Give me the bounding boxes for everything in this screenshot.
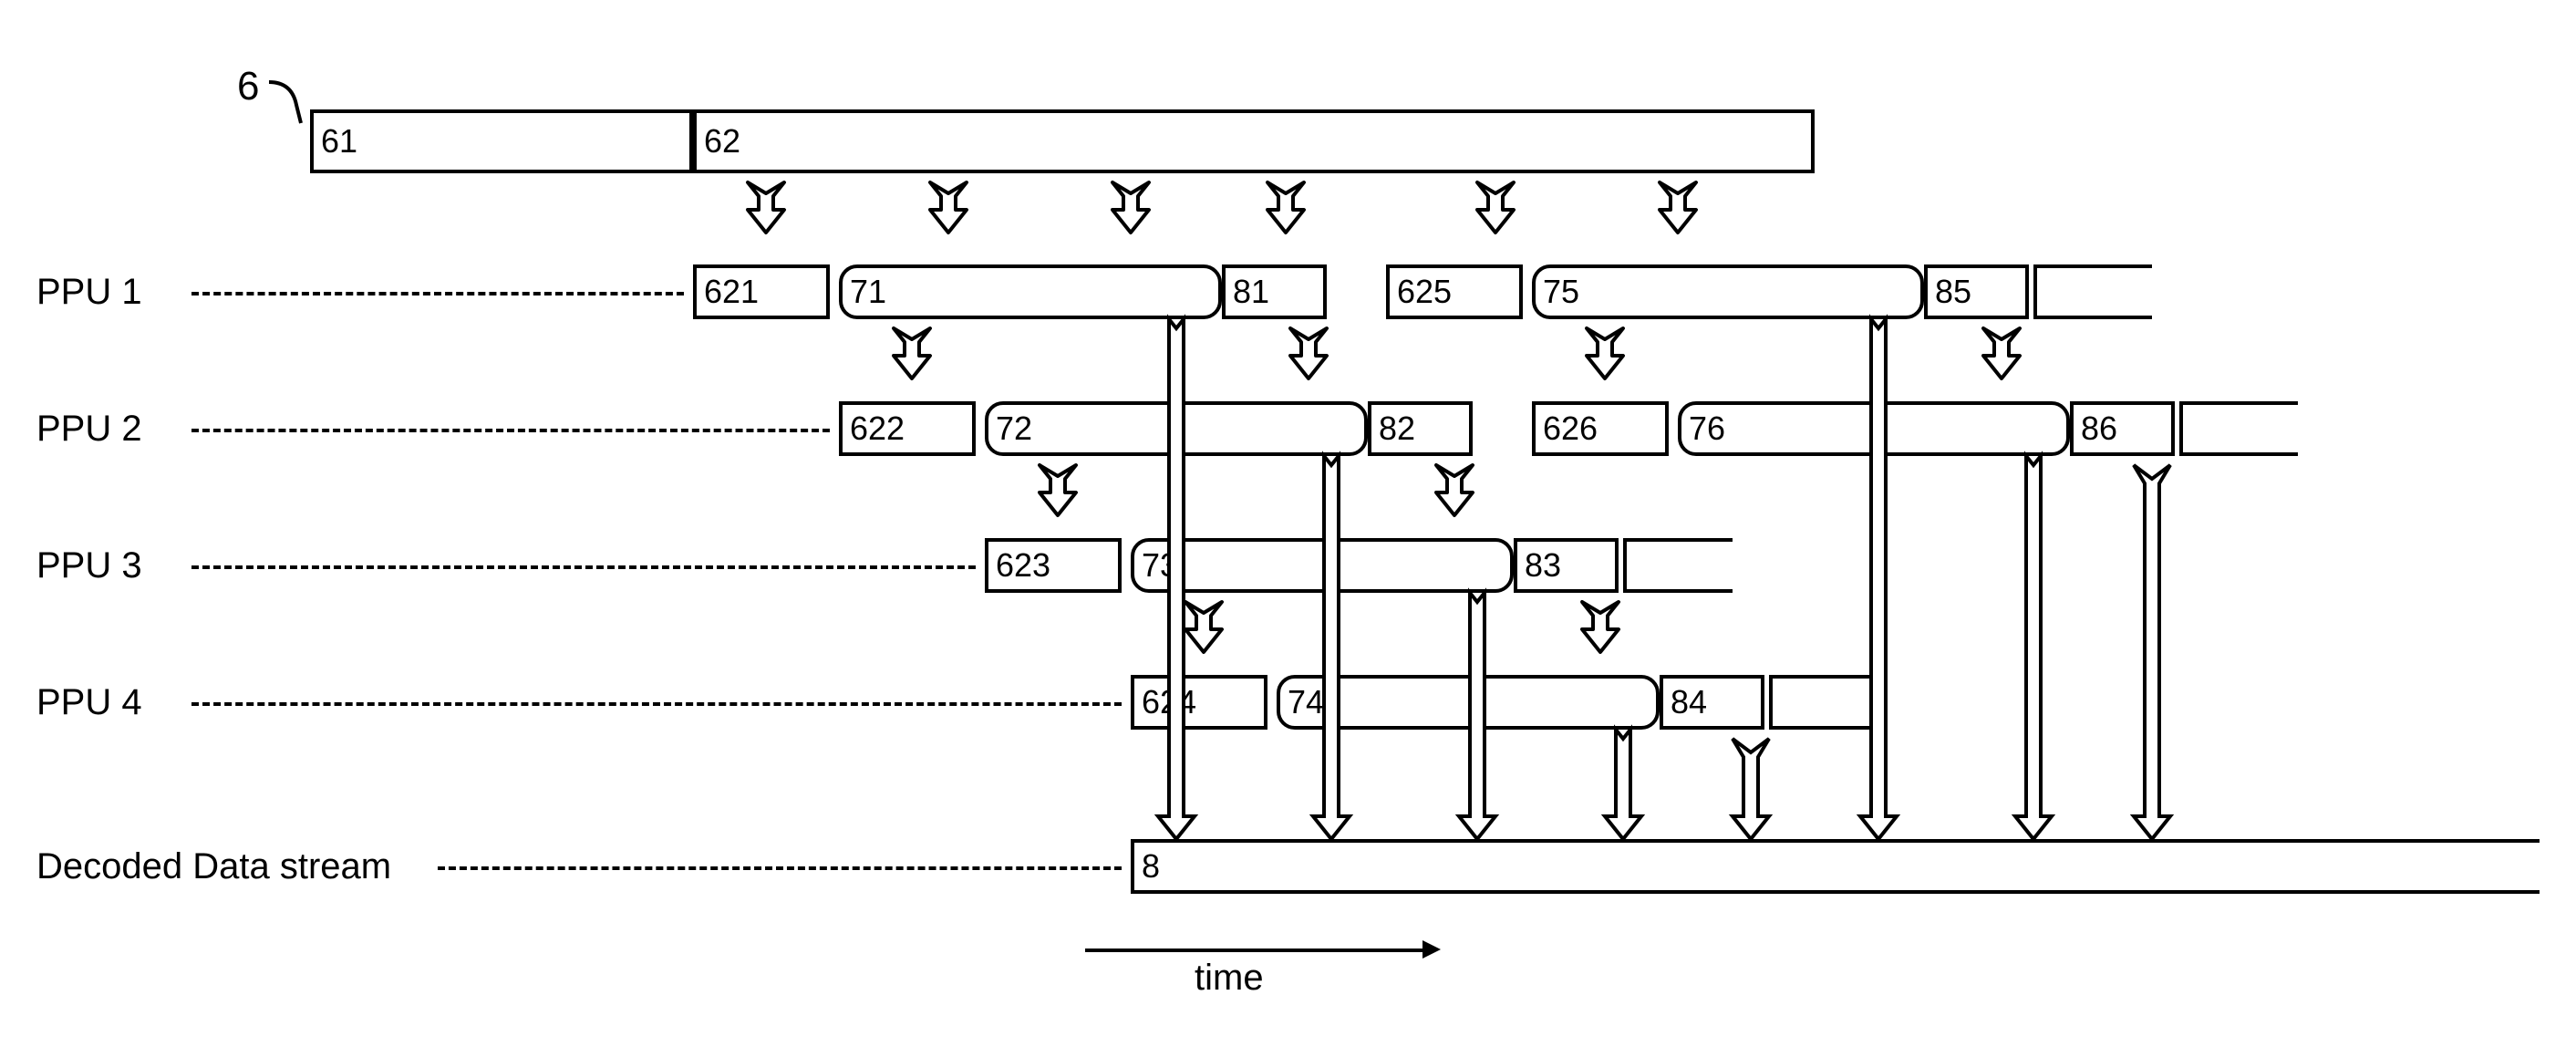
box-85-tail xyxy=(2033,264,2152,319)
dash-ppu3 xyxy=(191,565,976,569)
box-8: 8 xyxy=(1131,839,2540,894)
box-622: 622 xyxy=(839,401,976,456)
dash-ppu1 xyxy=(191,292,684,295)
box-86: 86 xyxy=(2070,401,2175,456)
box-72: 72 xyxy=(985,401,1368,456)
box-85: 85 xyxy=(1924,264,2029,319)
dash-decoded xyxy=(438,866,1122,870)
label-ppu3: PPU 3 xyxy=(36,545,142,586)
box-625: 625 xyxy=(1386,264,1523,319)
label-ppu1: PPU 1 xyxy=(36,272,142,313)
time-axis-label: time xyxy=(1195,958,1264,999)
dash-ppu2 xyxy=(191,429,830,432)
dash-ppu4 xyxy=(191,702,1122,706)
box-61: 61 xyxy=(310,109,693,173)
box-81: 81 xyxy=(1222,264,1327,319)
box-626: 626 xyxy=(1532,401,1669,456)
time-axis-head xyxy=(1422,940,1441,959)
box-82: 82 xyxy=(1368,401,1473,456)
box-624: 624 xyxy=(1131,675,1267,730)
box-74: 74 xyxy=(1277,675,1660,730)
box-84: 84 xyxy=(1660,675,1764,730)
box-621: 621 xyxy=(693,264,830,319)
box-623: 623 xyxy=(985,538,1122,593)
box-73: 73 xyxy=(1131,538,1514,593)
diagram-canvas: 6 61 62 PPU 1 PPU 2 PPU 3 PPU 4 Decoded … xyxy=(36,36,2540,1011)
box-62: 62 xyxy=(693,109,1815,173)
label-decoded: Decoded Data stream xyxy=(36,846,391,887)
box-83-tail xyxy=(1623,538,1733,593)
label-ppu2: PPU 2 xyxy=(36,409,142,450)
top-ref-label: 6 xyxy=(237,64,259,109)
time-axis-line xyxy=(1085,949,1422,952)
box-75: 75 xyxy=(1532,264,1924,319)
box-86-tail xyxy=(2179,401,2298,456)
box-71: 71 xyxy=(839,264,1222,319)
label-ppu4: PPU 4 xyxy=(36,682,142,723)
box-76: 76 xyxy=(1678,401,2070,456)
box-84-tail xyxy=(1769,675,1878,730)
box-83: 83 xyxy=(1514,538,1619,593)
